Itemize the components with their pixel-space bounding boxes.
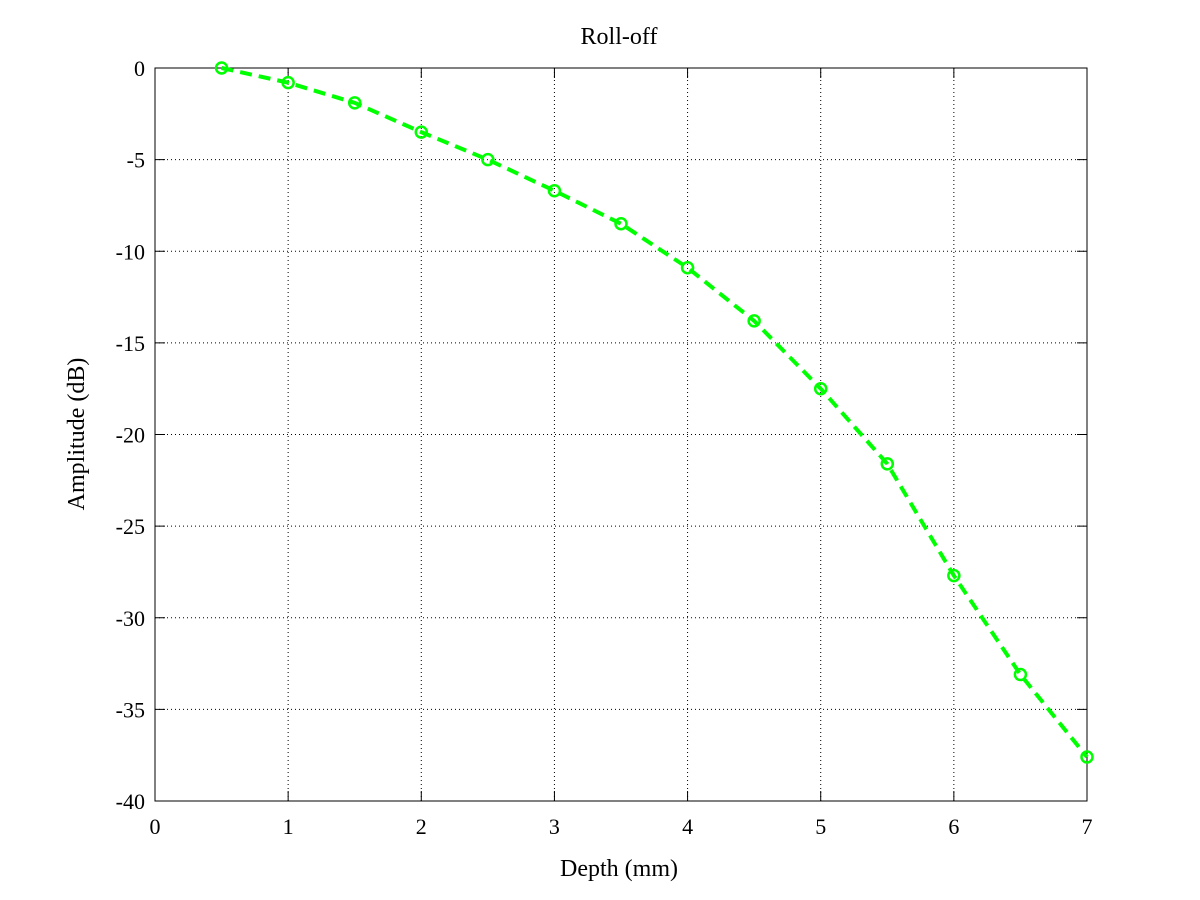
series-layer	[214, 61, 1094, 764]
data-point-marker	[347, 96, 362, 110]
data-point-marker	[281, 75, 295, 90]
data-point-marker	[614, 217, 628, 231]
data-point-marker	[1013, 667, 1028, 682]
x-tick-label: 3	[549, 814, 560, 839]
x-axis-label: Depth (mm)	[560, 856, 678, 882]
data-point-marker	[813, 381, 828, 396]
data-point-marker	[214, 61, 229, 75]
data-point-marker	[880, 457, 895, 471]
y-tick-label: -25	[116, 514, 145, 539]
y-axis-label: Amplitude (dB)	[64, 358, 90, 511]
x-tick-label: 2	[416, 814, 427, 839]
y-tick-label: 0	[134, 56, 145, 81]
y-tick-label: -10	[116, 239, 145, 264]
tick-labels: 0 1 2 3 4 5 6 7 0 -5 -10 -15 -20 -25 -30 -35 -40	[116, 56, 1093, 839]
data-point-marker	[680, 260, 695, 275]
x-tick-label: 0	[150, 814, 161, 839]
y-tick-label: -40	[116, 789, 145, 814]
axes	[154, 67, 1088, 802]
y-tick-label: -35	[116, 697, 145, 722]
y-tick-label: -20	[116, 423, 145, 448]
data-point-marker	[547, 184, 562, 198]
x-tick-label: 7	[1082, 814, 1093, 839]
chart-title: Roll-off	[581, 24, 658, 50]
series-line	[221, 66, 1089, 759]
data-point-marker	[747, 314, 761, 328]
x-tick-label: 1	[283, 814, 294, 839]
x-tick-label: 5	[815, 814, 826, 839]
data-point-marker	[1080, 750, 1094, 764]
grid-lines	[155, 68, 1087, 801]
x-tick-label: 6	[948, 814, 959, 839]
axes-box	[154, 67, 1088, 802]
data-point-marker	[414, 125, 429, 139]
data-point-marker	[947, 568, 961, 583]
y-tick-label: -5	[127, 148, 145, 173]
y-tick-label: -30	[116, 606, 145, 631]
data-point-marker	[481, 152, 495, 167]
y-tick-label: -15	[116, 331, 145, 356]
x-tick-label: 4	[682, 814, 693, 839]
